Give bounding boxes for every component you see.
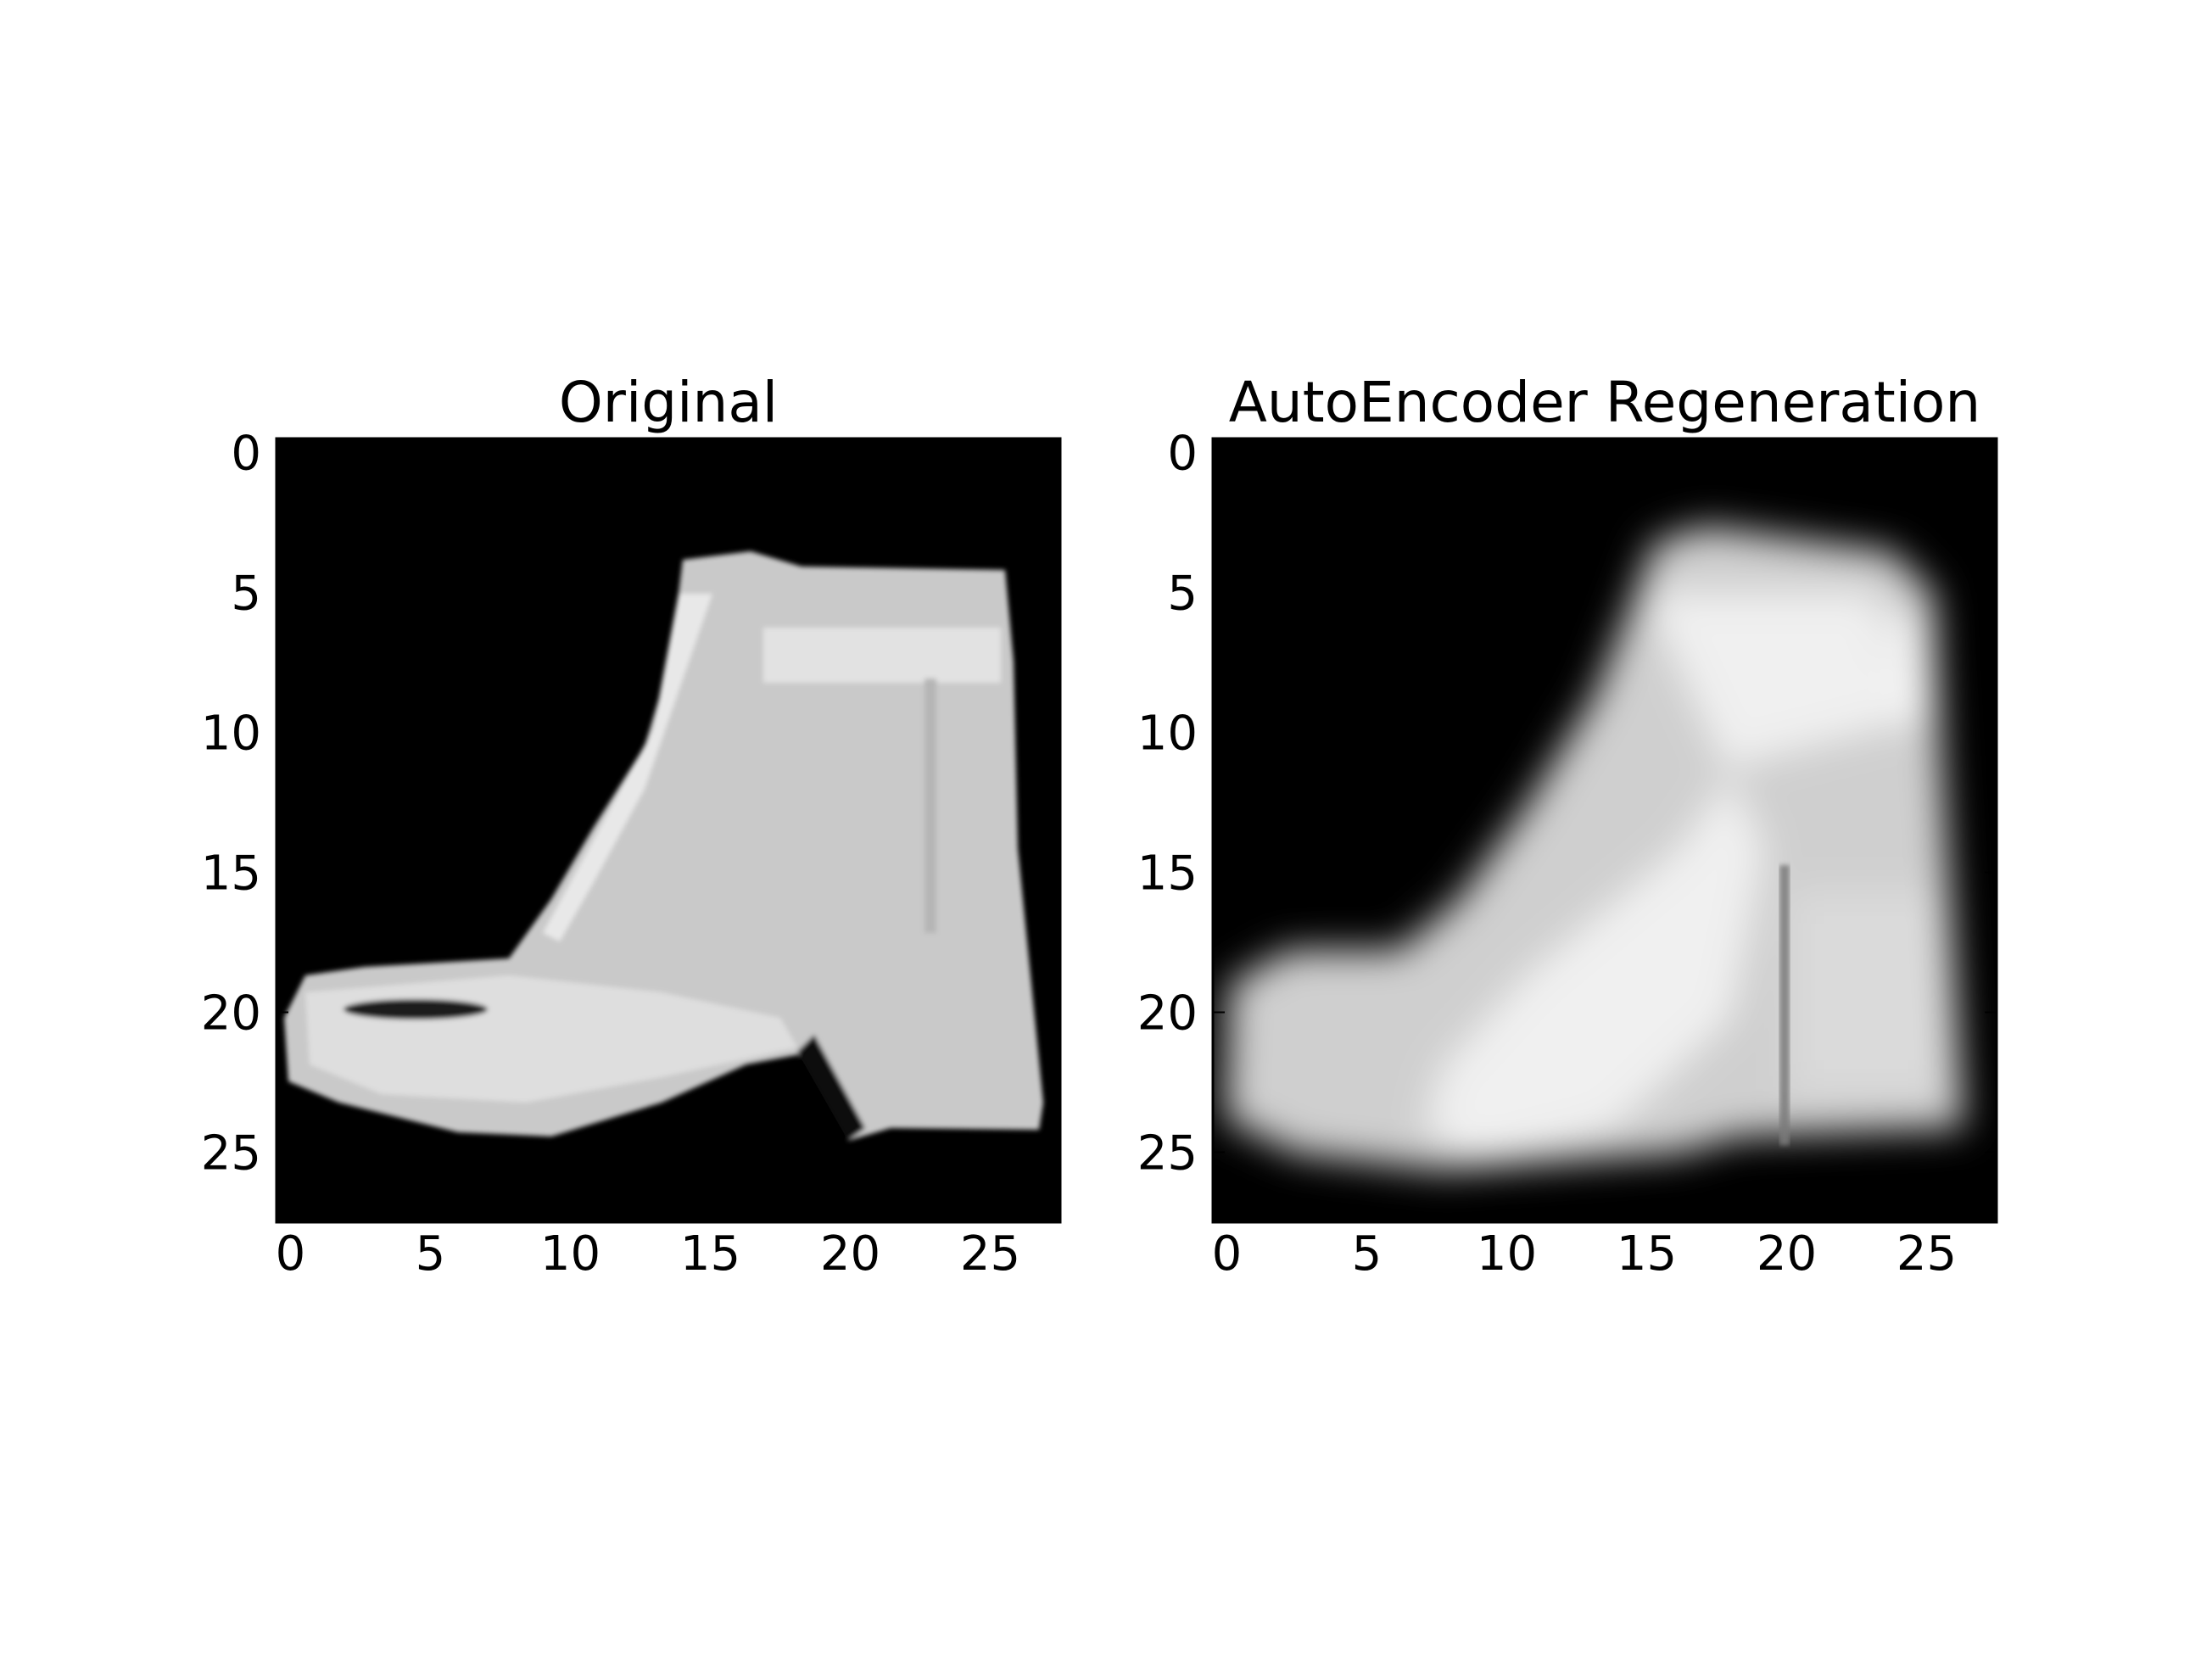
y-tick-label: 20 [1137,986,1198,1042]
x-tick-label: 15 [1617,1226,1677,1282]
x-tick-label: 10 [540,1226,600,1282]
heatmap-image [276,438,1060,1222]
y-tick-label: 25 [1137,1126,1198,1181]
y-tick-label: 5 [1167,567,1198,622]
x-tick-label: 20 [1757,1226,1817,1282]
y-tick-label: 0 [1167,427,1198,482]
panel-original: Original 0 5 10 15 20 25 0 5 10 15 20 25 [201,370,1062,1282]
y-tick-label: 15 [201,846,261,902]
y-tick-label: 20 [201,986,261,1042]
x-tick-label: 25 [960,1226,1020,1282]
y-tick-label: 10 [201,707,261,762]
x-tick-label: 25 [1896,1226,1957,1282]
y-tick-label: 15 [1137,846,1198,902]
y-tick-label: 5 [231,567,261,622]
y-tick-label: 10 [1137,707,1198,762]
chart-title: AutoEncoder Regeneration [1229,370,1981,435]
x-tick-label: 5 [1352,1226,1382,1282]
y-tick-label: 25 [201,1126,261,1181]
axis-ticks: 0 5 10 15 20 25 0 5 10 15 20 25 [1137,427,1997,1282]
x-tick-label: 5 [416,1226,446,1282]
heatmap-image [1213,438,1997,1222]
y-tick-label: 0 [231,427,261,482]
x-tick-label: 0 [1212,1226,1243,1282]
x-tick-label: 20 [820,1226,880,1282]
x-tick-label: 0 [276,1226,306,1282]
x-tick-label: 10 [1477,1226,1537,1282]
axes-frame [275,437,1062,1224]
axis-ticks: 0 5 10 15 20 25 0 5 10 15 20 25 [201,427,1060,1282]
axes-frame [1211,437,1998,1224]
x-tick-label: 15 [680,1226,740,1282]
chart-title: Original [559,370,778,435]
panel-autoencoder-regeneration: AutoEncoder Regeneration 0 5 10 15 20 25 0 5 10 1… [1137,370,1998,1282]
